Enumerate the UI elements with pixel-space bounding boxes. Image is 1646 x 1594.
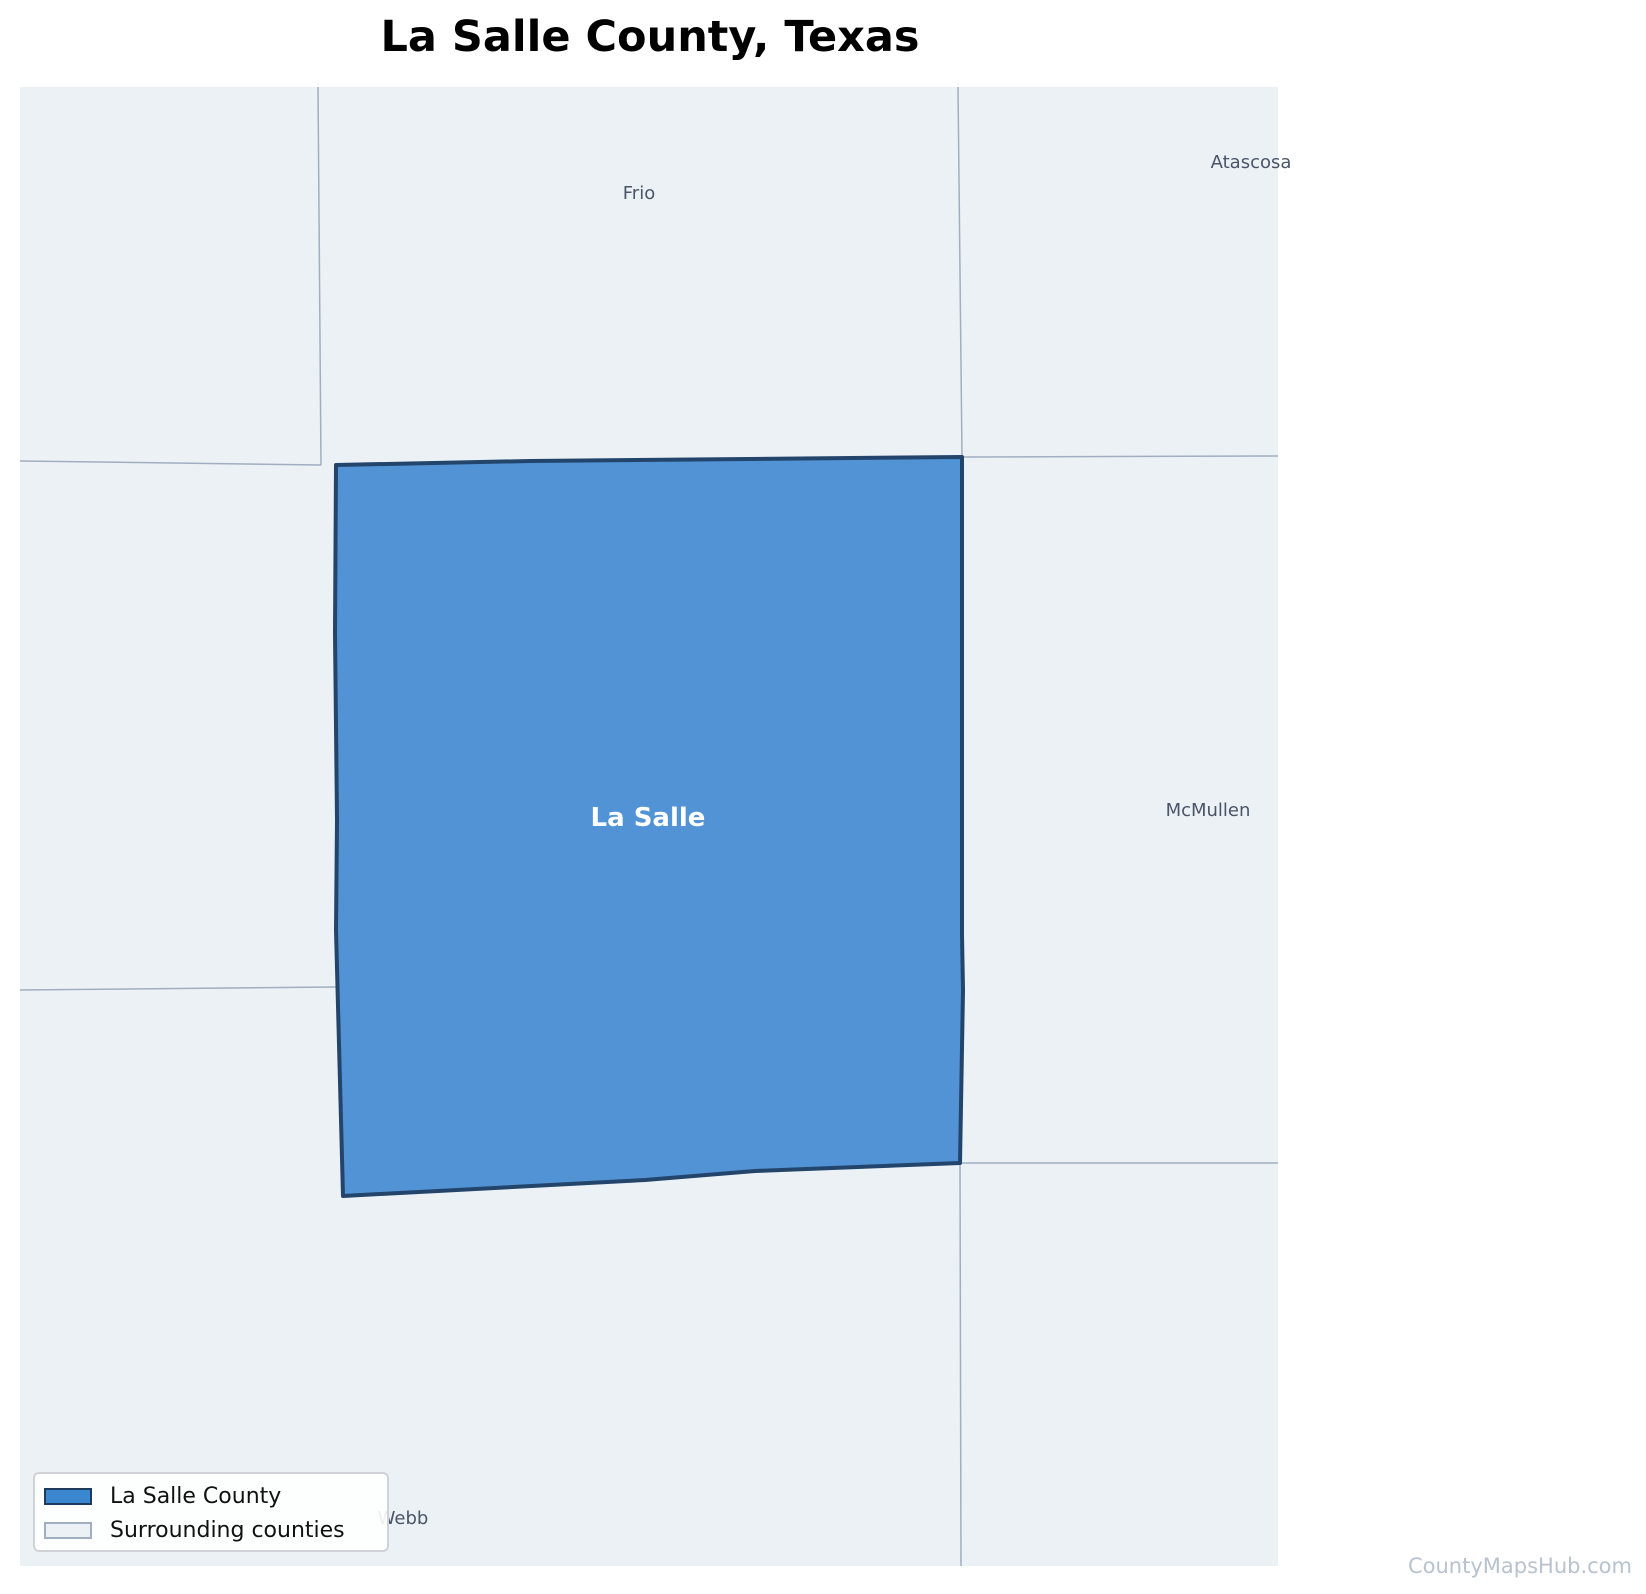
legend-label-surrounding: Surrounding counties (110, 1518, 345, 1543)
watermark: CountyMapsHub.com (1407, 1554, 1632, 1578)
la-salle-county-shape[interactable] (333, 455, 965, 1198)
webb-label: Webb (378, 1508, 429, 1529)
legend-item-la-salle: La Salle County (44, 1484, 281, 1509)
map-legend: La Salle County Surrounding counties (33, 1472, 389, 1552)
frio-label: Frio (623, 183, 655, 204)
map-title: La Salle County, Texas (380, 12, 920, 62)
legend-swatch-la-salle (44, 1488, 92, 1505)
legend-swatch-surrounding (44, 1522, 92, 1539)
la-salle-label: La Salle (591, 803, 706, 833)
atascosa-label: Atascosa (1211, 152, 1292, 173)
mcmullen-label: McMullen (1166, 800, 1251, 821)
legend-label-la-salle: La Salle County (110, 1484, 282, 1509)
legend-item-surrounding: Surrounding counties (44, 1518, 345, 1543)
neighbor-county-borders (19, 86, 1279, 1567)
